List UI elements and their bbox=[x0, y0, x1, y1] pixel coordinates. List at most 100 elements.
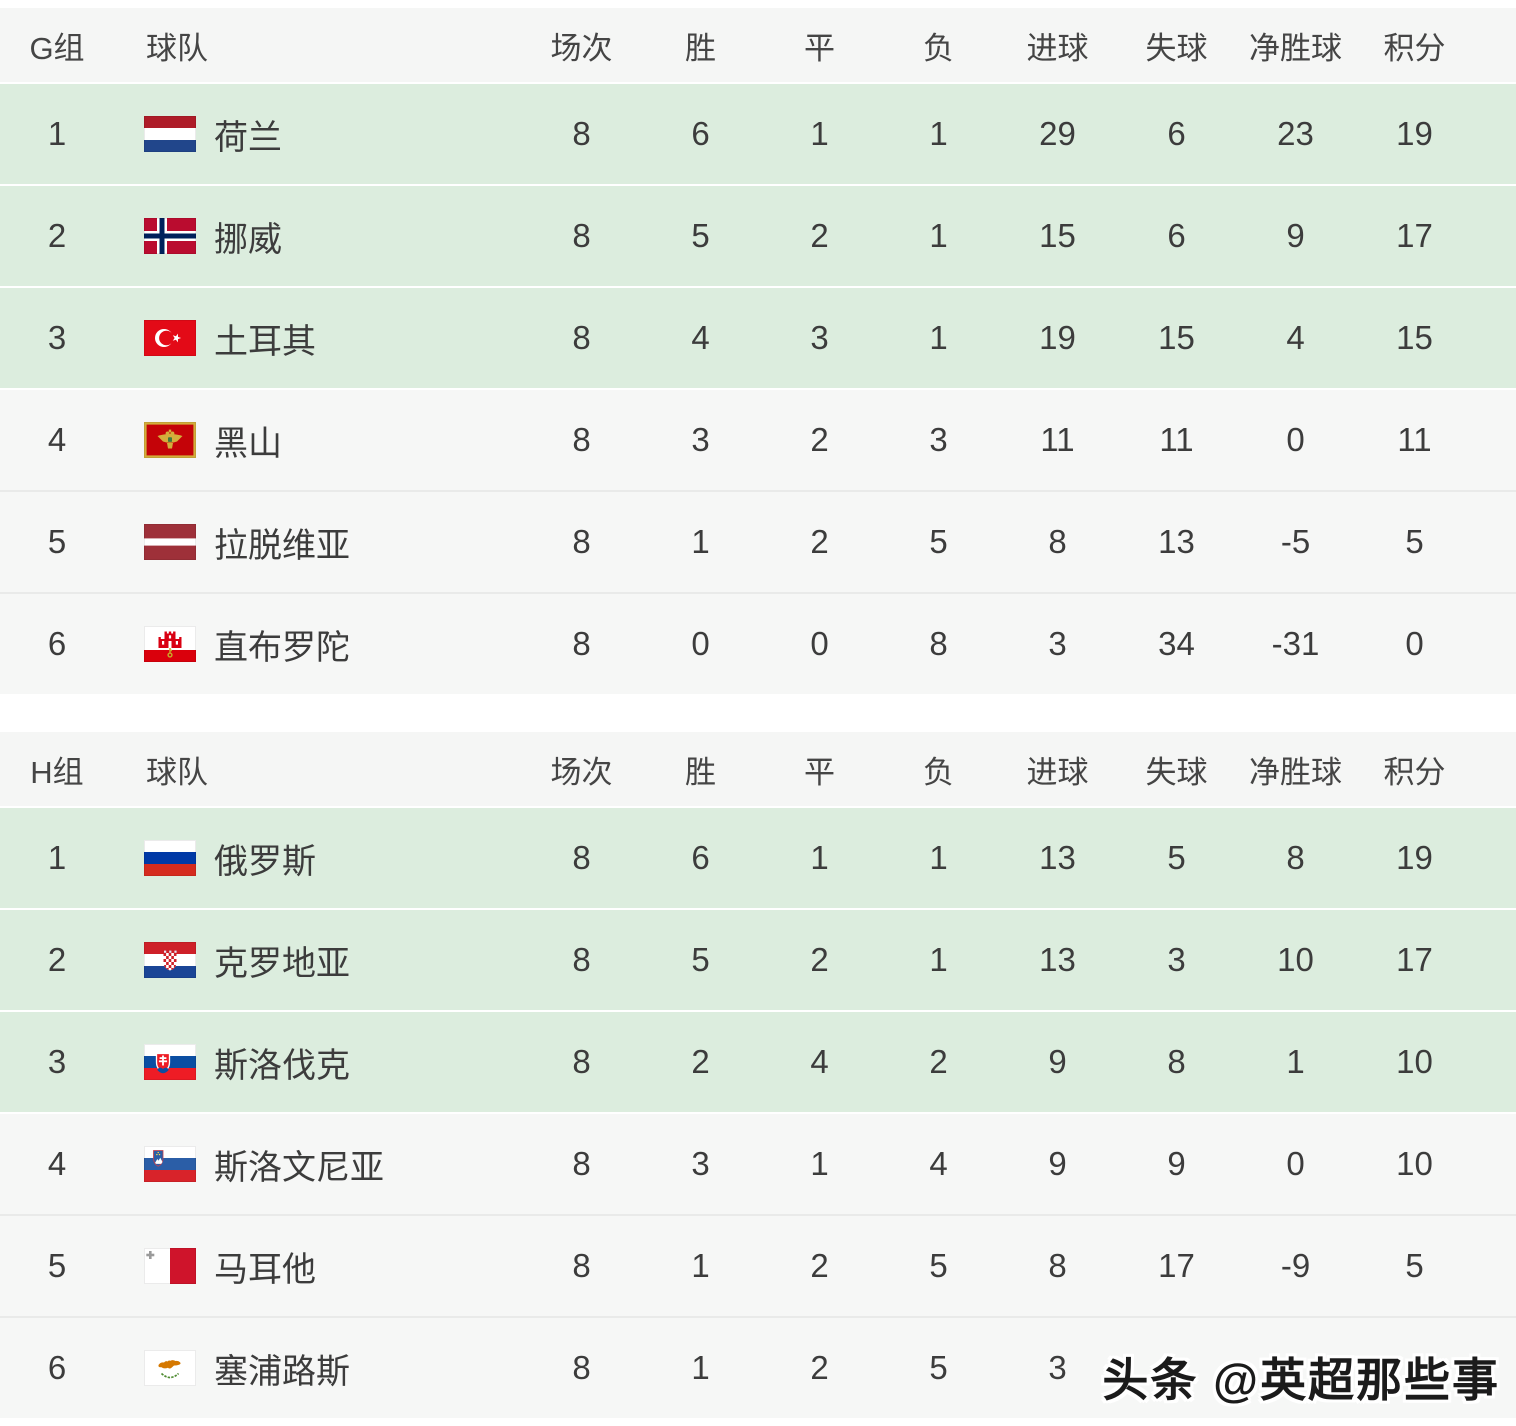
cell-played: 8 bbox=[572, 941, 591, 978]
col-header-goals-for: 进球 bbox=[1026, 754, 1089, 790]
watermark: 头条 @英超那些事 bbox=[1102, 1354, 1500, 1406]
team-name: 斯洛伐克 bbox=[214, 1046, 350, 1085]
cell-draws: 2 bbox=[810, 1247, 829, 1284]
cell-losses: 1 bbox=[929, 115, 948, 152]
team-row: 2 克罗地亚 8 5 2 1 13 3 10 17 bbox=[0, 908, 1516, 1010]
team-row: 6 塞浦路斯 8 1 2 5 3 bbox=[0, 1316, 1516, 1418]
cell-losses: 1 bbox=[929, 839, 948, 876]
cell-points: 10 bbox=[1396, 1145, 1433, 1182]
cell-goals-against: 13 bbox=[1158, 523, 1195, 560]
cell-goals-for: 8 bbox=[1048, 523, 1067, 560]
team-name: 挪威 bbox=[214, 220, 282, 259]
rank-cell: 6 bbox=[47, 625, 67, 662]
team-row: 3 斯洛伐克 8 2 4 2 9 8 1 10 bbox=[0, 1010, 1516, 1112]
cell-draws: 1 bbox=[810, 839, 829, 876]
cell-played: 8 bbox=[572, 625, 591, 662]
cell-losses: 1 bbox=[929, 319, 948, 356]
rank-cell: 5 bbox=[47, 523, 67, 560]
cell-losses: 3 bbox=[929, 421, 948, 458]
cell-draws: 2 bbox=[810, 421, 829, 458]
cell-wins: 6 bbox=[691, 115, 710, 152]
group-table-g: G组 球队 场次 胜 平 负 进球 失球 净胜球 积分 1 荷兰 8 6 1 1… bbox=[0, 8, 1516, 694]
cell-points: 19 bbox=[1396, 115, 1433, 152]
cell-losses: 5 bbox=[929, 1349, 948, 1386]
cell-points: 10 bbox=[1396, 1043, 1433, 1080]
table-header-row: G组 球队 场次 胜 平 负 进球 失球 净胜球 积分 bbox=[0, 8, 1516, 82]
group-table-h: H组 球队 场次 胜 平 负 进球 失球 净胜球 积分 1 俄罗斯 8 6 1 … bbox=[0, 732, 1516, 1418]
col-header-wins: 胜 bbox=[685, 30, 716, 66]
team-name: 黑山 bbox=[214, 424, 282, 463]
malta-flag-icon bbox=[144, 1248, 196, 1284]
team-row: 1 荷兰 8 6 1 1 29 6 23 19 bbox=[0, 82, 1516, 184]
team-name: 俄罗斯 bbox=[214, 842, 316, 881]
cell-played: 8 bbox=[572, 217, 591, 254]
cell-wins: 0 bbox=[691, 625, 710, 662]
cell-goals-against: 3 bbox=[1167, 941, 1186, 978]
cell-draws: 3 bbox=[810, 319, 829, 356]
team-cell: 塞浦路斯 bbox=[114, 1344, 522, 1393]
norway-flag-icon bbox=[144, 218, 196, 254]
cell-goal-difference: 8 bbox=[1286, 839, 1305, 876]
table-rows: 1 荷兰 8 6 1 1 29 6 23 19 2 挪威 8 5 2 1 15 … bbox=[0, 82, 1516, 694]
cell-points: 5 bbox=[1405, 1247, 1424, 1284]
cell-goal-difference: 10 bbox=[1277, 941, 1314, 978]
team-cell: 直布罗陀 bbox=[114, 620, 522, 669]
cell-goals-for: 3 bbox=[1048, 625, 1067, 662]
cell-wins: 3 bbox=[691, 421, 710, 458]
cell-wins: 2 bbox=[691, 1043, 710, 1080]
cell-goals-for: 9 bbox=[1048, 1145, 1067, 1182]
montenegro-flag-icon bbox=[144, 422, 196, 458]
team-cell: 黑山 bbox=[114, 416, 522, 465]
cell-goal-difference: 4 bbox=[1286, 319, 1305, 356]
cell-goal-difference: -5 bbox=[1280, 523, 1311, 560]
team-row: 4 黑山 8 3 2 3 11 11 0 11 bbox=[0, 388, 1516, 490]
cell-goals-against: 17 bbox=[1158, 1247, 1195, 1284]
cell-played: 8 bbox=[572, 1043, 591, 1080]
team-name: 斯洛文尼亚 bbox=[214, 1148, 384, 1187]
rank-cell: 1 bbox=[47, 115, 67, 152]
cell-points: 11 bbox=[1397, 421, 1432, 458]
cell-wins: 6 bbox=[691, 839, 710, 876]
cyprus-flag-icon bbox=[144, 1350, 196, 1386]
cell-goal-difference: 9 bbox=[1286, 217, 1305, 254]
cell-wins: 3 bbox=[691, 1145, 710, 1182]
cell-goals-against: 6 bbox=[1167, 115, 1186, 152]
rank-cell: 3 bbox=[47, 319, 67, 356]
cell-goals-for: 11 bbox=[1040, 421, 1075, 458]
cell-played: 8 bbox=[572, 319, 591, 356]
cell-played: 8 bbox=[572, 421, 591, 458]
cell-goals-for: 29 bbox=[1039, 115, 1076, 152]
col-header-draws: 平 bbox=[804, 30, 835, 66]
team-name: 克罗地亚 bbox=[214, 944, 350, 983]
standings-tables: G组 球队 场次 胜 平 负 进球 失球 净胜球 积分 1 荷兰 8 6 1 1… bbox=[0, 8, 1516, 1418]
cell-losses: 1 bbox=[929, 217, 948, 254]
team-row: 4 斯洛文尼亚 8 3 1 4 9 9 0 10 bbox=[0, 1112, 1516, 1214]
cell-goals-against: 34 bbox=[1158, 625, 1195, 662]
cell-draws: 1 bbox=[810, 1145, 829, 1182]
team-row: 3 土耳其 8 4 3 1 19 15 4 15 bbox=[0, 286, 1516, 388]
slovenia-flag-icon bbox=[144, 1146, 196, 1182]
cell-played: 8 bbox=[572, 1349, 591, 1386]
table-rows: 1 俄罗斯 8 6 1 1 1 3 5 8 1 9 2 克罗地亚 8 5 2 1 1… bbox=[0, 806, 1516, 1418]
cell-goal-difference: 1 bbox=[1286, 1043, 1305, 1080]
col-header-wins: 胜 bbox=[685, 754, 716, 790]
cell-goals-for: 8 bbox=[1048, 1247, 1067, 1284]
russia-flag-icon bbox=[144, 840, 196, 876]
cell-goals-against: 15 bbox=[1158, 319, 1195, 356]
cell-wins: 5 bbox=[691, 217, 710, 254]
rank-cell: 2 bbox=[47, 941, 67, 978]
cell-points: 0 bbox=[1405, 625, 1424, 662]
cell-draws: 2 bbox=[810, 941, 829, 978]
turkey-flag-icon bbox=[144, 320, 196, 356]
cell-draws: 1 bbox=[810, 115, 829, 152]
team-column-header: 球队 bbox=[146, 30, 208, 66]
team-cell: 荷兰 bbox=[114, 110, 522, 159]
cell-goals-for: 3 bbox=[1048, 1349, 1067, 1386]
col-header-goals-against: 失球 bbox=[1145, 30, 1208, 66]
team-name: 荷兰 bbox=[214, 118, 282, 157]
cell-points: 17 bbox=[1396, 217, 1433, 254]
cell-wins: 1 bbox=[691, 1247, 710, 1284]
cell-losses: 5 bbox=[929, 523, 948, 560]
col-header-goal-difference: 净胜球 bbox=[1249, 30, 1342, 66]
col-header-goals-for: 进球 bbox=[1026, 30, 1089, 66]
